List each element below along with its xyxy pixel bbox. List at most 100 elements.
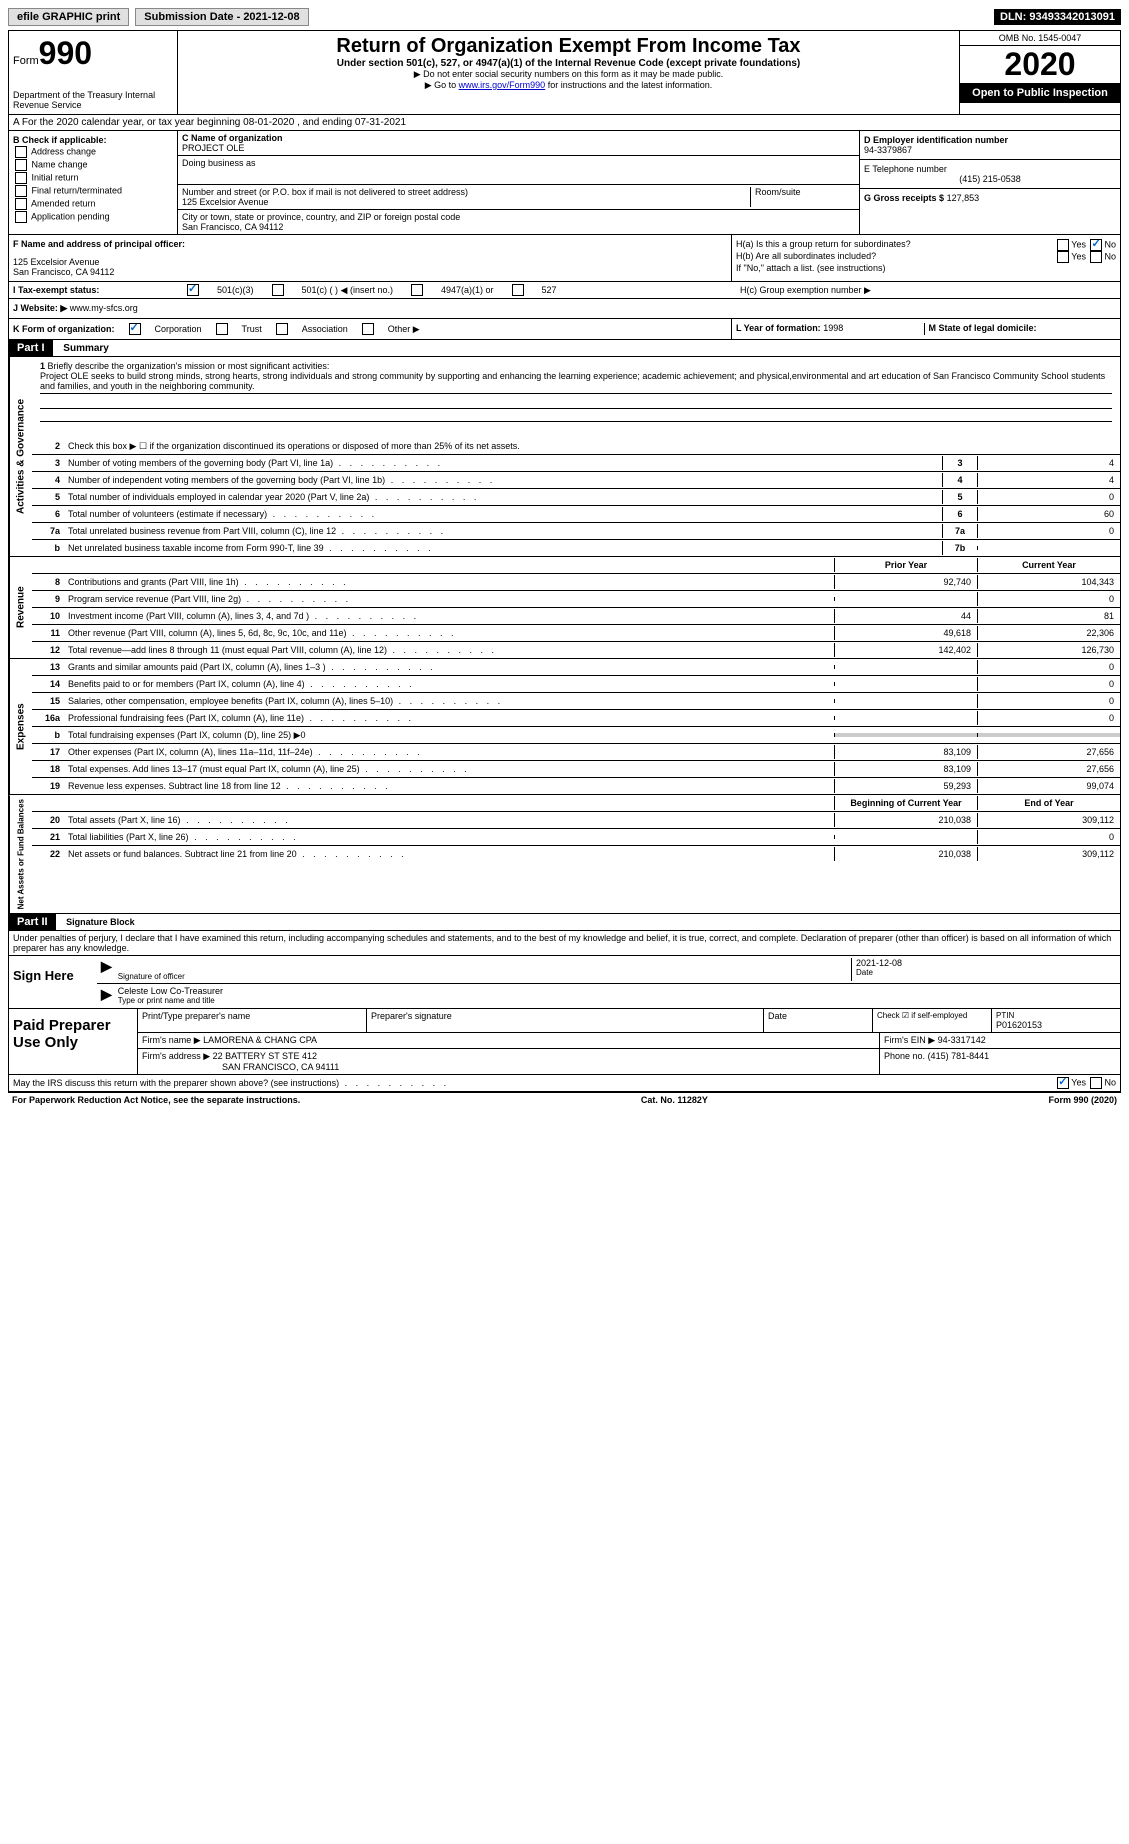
firm-addr2: SAN FRANCISCO, CA 94111 — [142, 1062, 875, 1072]
check-self: Check ☑ if self-employed — [873, 1009, 992, 1032]
ptin-label: PTIN — [996, 1011, 1116, 1020]
col-prior: Prior Year — [834, 558, 977, 572]
header-left: Form990 Department of the Treasury Inter… — [9, 31, 178, 114]
b-label: B Check if applicable: — [13, 135, 173, 145]
table-row: 9 Program service revenue (Part VIII, li… — [32, 591, 1120, 608]
row-k: K Form of organization: Corporation Trus… — [9, 319, 1120, 340]
row-i: I Tax-exempt status: 501(c)(3) 501(c) ( … — [9, 282, 1120, 299]
hb-no[interactable]: No — [1104, 251, 1116, 261]
form-990-page: efile GRAPHIC print Submission Date - 20… — [8, 8, 1121, 1107]
sig-officer-label: Signature of officer — [118, 972, 851, 981]
hb-yes[interactable]: Yes — [1071, 251, 1086, 261]
perjury-statement: Under penalties of perjury, I declare th… — [9, 931, 1120, 956]
ein: 94-3379867 — [864, 145, 1116, 155]
table-row: 5 Total number of individuals employed i… — [32, 489, 1120, 506]
mission-text: Project OLE seeks to build strong minds,… — [40, 371, 1112, 394]
cb-501c3[interactable] — [187, 284, 199, 296]
section-fh: F Name and address of principal officer:… — [9, 235, 1120, 282]
j-label: J Website: ▶ — [13, 303, 67, 313]
firm-phone-label: Phone no. — [884, 1051, 925, 1061]
cb-amended[interactable]: Amended return — [13, 198, 173, 210]
officer-addr1: 125 Excelsior Avenue — [13, 257, 727, 267]
prep-sig-label: Preparer's signature — [367, 1009, 764, 1032]
cb-final-return[interactable]: Final return/terminated — [13, 185, 173, 197]
row-j: J Website: ▶ www.my-sfcs.org — [9, 299, 1120, 319]
firm-ein: 94-3317142 — [938, 1035, 986, 1045]
dln-label: DLN: 93493342013091 — [994, 9, 1121, 25]
discuss-no-cb[interactable] — [1090, 1077, 1102, 1089]
ha-yes[interactable]: Yes — [1071, 239, 1086, 249]
year-formed: 1998 — [823, 323, 843, 333]
line1-label: Briefly describe the organization's miss… — [48, 361, 330, 371]
expenses: Expenses 13 Grants and similar amounts p… — [9, 659, 1120, 795]
line2: Check this box ▶ ☐ if the organization d… — [64, 439, 1120, 454]
header-center: Return of Organization Exempt From Incom… — [178, 31, 959, 114]
officer-name-title: Celeste Low Co-Treasurer — [118, 986, 1116, 996]
firm-ein-label: Firm's EIN ▶ — [884, 1035, 935, 1045]
ha-no[interactable]: No — [1104, 239, 1116, 249]
footer-left: For Paperwork Reduction Act Notice, see … — [12, 1095, 300, 1105]
l-label: L Year of formation: — [736, 323, 821, 333]
table-row: 22 Net assets or fund balances. Subtract… — [32, 846, 1120, 862]
col-current: Current Year — [977, 558, 1120, 572]
table-row: 7a Total unrelated business revenue from… — [32, 523, 1120, 540]
gross-receipts: 127,853 — [947, 193, 980, 203]
cb-name-change[interactable]: Name change — [13, 159, 173, 171]
dba-label: Doing business as — [182, 158, 855, 168]
prep-name-label: Print/Type preparer's name — [138, 1009, 367, 1032]
cb-527[interactable] — [512, 284, 524, 296]
m-label: M State of legal domicile: — [929, 323, 1037, 333]
public-inspection: Open to Public Inspection — [960, 83, 1120, 103]
col-de: D Employer identification number 94-3379… — [859, 131, 1120, 234]
cb-corp[interactable] — [129, 323, 141, 335]
top-bar: efile GRAPHIC print Submission Date - 20… — [8, 8, 1121, 26]
f-label: F Name and address of principal officer: — [13, 239, 727, 249]
tax-year: 2020 — [960, 46, 1120, 83]
form-subtitle: Under section 501(c), 527, or 4947(a)(1)… — [182, 58, 955, 69]
ha-label: H(a) Is this a group return for subordin… — [736, 239, 911, 251]
hb-label: H(b) Are all subordinates included? — [736, 251, 876, 263]
website: www.my-sfcs.org — [70, 303, 138, 313]
table-row: 19 Revenue less expenses. Subtract line … — [32, 778, 1120, 794]
row-a-tax-year: A For the 2020 calendar year, or tax yea… — [9, 115, 1120, 131]
d-label: D Employer identification number — [864, 135, 1116, 145]
hc-label: H(c) Group exemption number ▶ — [740, 285, 1116, 296]
firm-name-label: Firm's name ▶ — [142, 1035, 201, 1045]
table-row: 3 Number of voting members of the govern… — [32, 455, 1120, 472]
cb-assoc[interactable] — [276, 323, 288, 335]
sign-here-label: Sign Here — [9, 956, 97, 1008]
col-b-checkboxes: B Check if applicable: Address change Na… — [9, 131, 178, 234]
cb-other[interactable] — [362, 323, 374, 335]
col-h: H(a) Is this a group return for subordin… — [731, 235, 1120, 281]
form-title: Return of Organization Exempt From Incom… — [182, 35, 955, 58]
vlabel-rev: Revenue — [9, 557, 32, 658]
firm-phone: (415) 781-8441 — [928, 1051, 990, 1061]
part-1: Part I Summary Activities & Governance 1… — [9, 340, 1120, 914]
footer-center: Cat. No. 11282Y — [641, 1095, 708, 1105]
irs-link[interactable]: www.irs.gov/Form990 — [459, 80, 546, 90]
col-c: C Name of organization PROJECT OLE Doing… — [178, 131, 859, 234]
cb-4947[interactable] — [411, 284, 423, 296]
cb-application[interactable]: Application pending — [13, 211, 173, 223]
cb-501c[interactable] — [272, 284, 284, 296]
table-row: 18 Total expenses. Add lines 13–17 (must… — [32, 761, 1120, 778]
cb-address-change[interactable]: Address change — [13, 146, 173, 158]
e-label: E Telephone number — [864, 164, 1116, 174]
discuss-label: May the IRS discuss this return with the… — [13, 1078, 449, 1088]
submission-date-button[interactable]: Submission Date - 2021-12-08 — [135, 8, 308, 26]
efile-print-button[interactable]: efile GRAPHIC print — [8, 8, 129, 26]
c-label: C Name of organization — [182, 133, 855, 143]
col-f: F Name and address of principal officer:… — [9, 235, 731, 281]
table-row: 15 Salaries, other compensation, employe… — [32, 693, 1120, 710]
form-header: Form990 Department of the Treasury Inter… — [9, 31, 1120, 115]
part2-header: Part II — [9, 914, 56, 930]
part2-title: Signature Block — [58, 917, 135, 927]
cb-trust[interactable] — [216, 323, 228, 335]
discuss-yes-cb[interactable] — [1057, 1077, 1069, 1089]
table-row: b Net unrelated business taxable income … — [32, 540, 1120, 556]
revenue: Revenue Prior Year Current Year 8 Contri… — [9, 557, 1120, 659]
cb-initial-return[interactable]: Initial return — [13, 172, 173, 184]
vlabel-gov: Activities & Governance — [9, 357, 32, 556]
i-label: I Tax-exempt status: — [13, 285, 169, 295]
g-label: G Gross receipts $ — [864, 193, 944, 203]
